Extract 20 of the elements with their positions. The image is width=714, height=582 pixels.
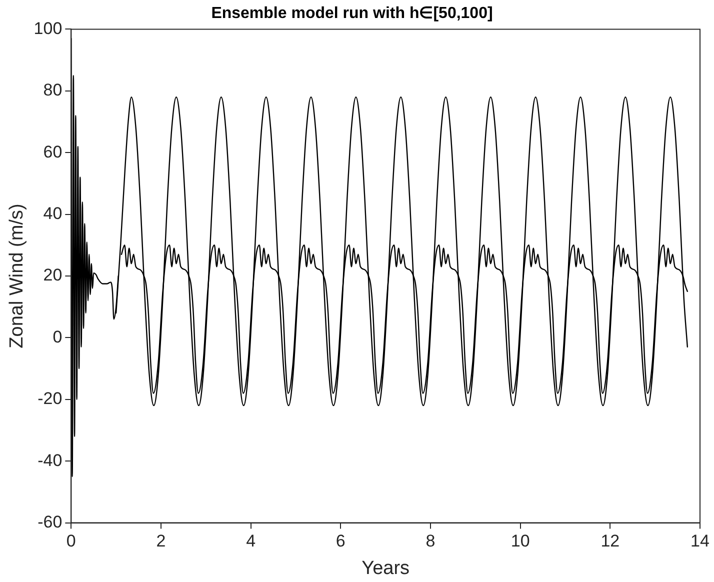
x-tick-label: 14 <box>690 532 710 551</box>
chart-title: Ensemble model run with h∈[50,100] <box>211 5 493 22</box>
y-tick-label: 20 <box>43 266 62 285</box>
y-axis-title: Zonal Wind (m/s) <box>6 204 28 348</box>
x-tick-label: 4 <box>246 532 256 551</box>
x-axis-title: Years <box>362 558 410 579</box>
x-tick-label: 0 <box>66 532 76 551</box>
y-tick-label: -60 <box>38 512 62 532</box>
y-tick-label: 40 <box>43 204 62 223</box>
x-tick-label: 10 <box>510 532 530 551</box>
y-tick-label: 100 <box>34 18 62 38</box>
x-tick-label: 6 <box>336 532 346 551</box>
y-tick-label: 60 <box>43 142 62 162</box>
x-tick-label: 12 <box>600 532 620 551</box>
y-tick-label: 80 <box>43 80 62 100</box>
y-tick-label: -20 <box>38 389 62 408</box>
y-tick-label: -40 <box>38 450 62 470</box>
x-tick-label: 8 <box>426 532 436 551</box>
x-tick-label: 2 <box>156 532 166 551</box>
y-tick-label: 0 <box>52 327 62 346</box>
